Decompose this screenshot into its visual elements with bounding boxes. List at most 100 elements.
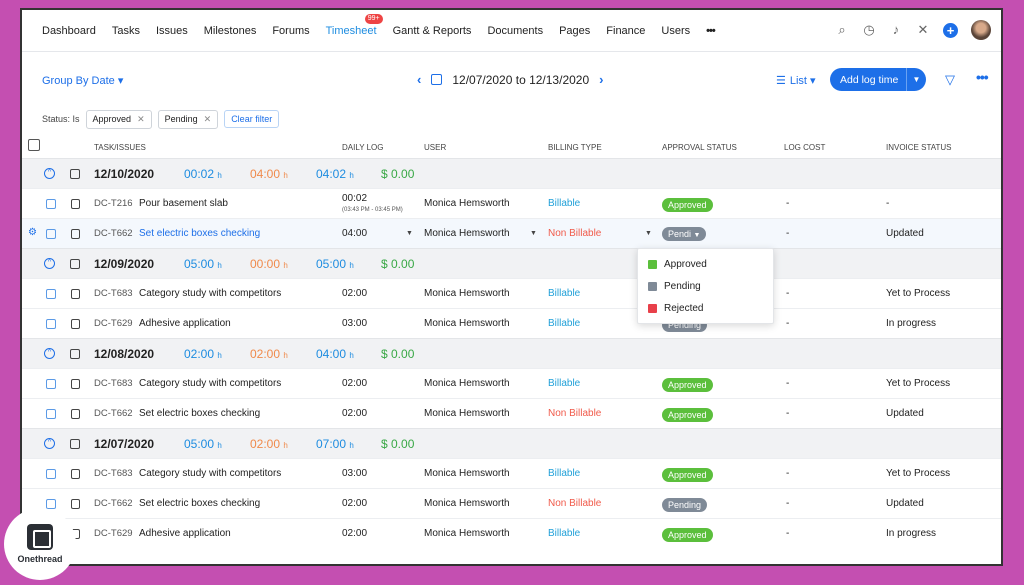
row-checkbox[interactable] bbox=[46, 289, 56, 299]
tools-icon[interactable]: ✕ bbox=[917, 22, 929, 37]
task-name-link[interactable]: Set electric boxes checking bbox=[139, 228, 261, 239]
table-row[interactable]: DC-T662 Set electric boxes checking 02:0… bbox=[22, 398, 1001, 428]
daily-log-value[interactable]: 04:00 bbox=[342, 228, 368, 239]
hour-unit: h bbox=[283, 261, 288, 270]
row-checkbox[interactable] bbox=[46, 199, 56, 209]
row-checkbox[interactable] bbox=[46, 499, 56, 509]
row-checkbox[interactable] bbox=[46, 229, 56, 239]
table-row[interactable]: DC-T683 Category study with competitors … bbox=[22, 278, 1001, 308]
daily-log-value[interactable]: 02:00 bbox=[342, 378, 368, 389]
collapse-icon[interactable]: ^ bbox=[44, 438, 55, 449]
daily-log-value[interactable]: 00:02 bbox=[342, 193, 368, 204]
status-badge[interactable]: Approved bbox=[662, 408, 713, 422]
task-name-link[interactable]: Set electric boxes checking bbox=[139, 498, 261, 509]
daily-log-value[interactable]: 02:00 bbox=[342, 288, 368, 299]
task-name-link[interactable]: Adhesive application bbox=[139, 318, 231, 329]
col-invoice-status[interactable]: INVOICE STATUS bbox=[886, 143, 952, 152]
dropdown-option-pending[interactable]: Pending bbox=[638, 275, 773, 297]
close-icon[interactable]: ✕ bbox=[137, 113, 145, 124]
billing-type[interactable]: Non Billable bbox=[548, 228, 602, 239]
dropdown-option-rejected[interactable]: Rejected bbox=[638, 297, 773, 319]
gear-icon[interactable]: ⚙ bbox=[28, 227, 37, 238]
table-row[interactable]: DC-T629 Adhesive application 02:00 Monic… bbox=[22, 518, 1001, 548]
status-badge[interactable]: Pendi ▼ bbox=[662, 227, 707, 241]
chevron-down-icon[interactable]: ▼ bbox=[906, 68, 926, 91]
nav-tasks[interactable]: Tasks bbox=[111, 24, 140, 37]
daily-log-value[interactable]: 02:00 bbox=[342, 528, 368, 539]
more-options-icon[interactable]: ••• bbox=[976, 69, 989, 85]
row-checkbox[interactable] bbox=[46, 409, 56, 419]
add-log-time-button[interactable]: Add log time ▼ bbox=[830, 68, 926, 91]
calendar-icon[interactable] bbox=[431, 74, 443, 85]
collapse-icon[interactable]: ^ bbox=[44, 258, 55, 269]
task-name-link[interactable]: Adhesive application bbox=[139, 528, 231, 539]
task-name-link[interactable]: Pour basement slab bbox=[139, 198, 228, 209]
avatar[interactable] bbox=[971, 20, 991, 40]
daily-log-value[interactable]: 02:00 bbox=[342, 498, 368, 509]
column-settings-icon[interactable] bbox=[28, 139, 40, 151]
group-by-dropdown[interactable]: Group By Date ▾ bbox=[42, 75, 124, 87]
view-switcher[interactable]: ☰ List ▾ bbox=[776, 74, 816, 87]
collapse-icon[interactable]: ^ bbox=[44, 168, 55, 179]
table-row[interactable]: DC-T683 Category study with competitors … bbox=[22, 458, 1001, 488]
collapse-icon[interactable]: ^ bbox=[44, 348, 55, 359]
status-badge[interactable]: Pending bbox=[662, 498, 708, 512]
table-row[interactable]: DC-T629 Adhesive application 03:00 Monic… bbox=[22, 308, 1001, 338]
nav-issues[interactable]: Issues bbox=[155, 24, 188, 37]
table-body: ^ 12/10/2020 00:02 h 04:00 h 04:02 h $ 0… bbox=[22, 158, 1001, 548]
filter-chip-approved[interactable]: Approved ✕ bbox=[85, 109, 152, 129]
daily-log-value[interactable]: 02:00 bbox=[342, 408, 368, 419]
nav-dashboard[interactable]: Dashboard bbox=[42, 24, 96, 37]
status-badge[interactable]: Approved bbox=[662, 378, 713, 392]
chevron-down-icon[interactable]: ▼ bbox=[530, 230, 537, 237]
nav-timesheet[interactable]: Timesheet 99+ bbox=[326, 13, 383, 37]
chevron-down-icon[interactable]: ▼ bbox=[406, 230, 413, 237]
status-badge[interactable]: Approved bbox=[662, 198, 713, 212]
next-week-icon[interactable]: › bbox=[599, 72, 604, 87]
col-billing-type[interactable]: BILLING TYPE bbox=[548, 143, 602, 152]
non-billable-hours: 02:00 h bbox=[250, 347, 288, 361]
nav-forums[interactable]: Forums bbox=[272, 24, 310, 37]
table-row[interactable]: DC-T216 Pour basement slab 00:02 (03:43 … bbox=[22, 188, 1001, 218]
table-row[interactable]: ⚙ DC-T662 Set electric boxes checking 04… bbox=[22, 218, 1001, 248]
dropdown-option-approved[interactable]: Approved bbox=[638, 253, 773, 275]
nav-gantt-reports[interactable]: Gantt & Reports bbox=[392, 24, 472, 37]
filter-chip-pending[interactable]: Pending ✕ bbox=[157, 109, 219, 129]
task-icon bbox=[71, 409, 80, 419]
col-log-cost[interactable]: LOG COST bbox=[784, 143, 826, 152]
log-time-range: (03:43 PM - 03:45 PM) bbox=[342, 207, 403, 213]
bell-icon[interactable]: ♪ bbox=[892, 22, 900, 37]
add-icon[interactable]: + bbox=[943, 22, 958, 38]
daily-log-value[interactable]: 03:00 bbox=[342, 318, 368, 329]
timer-icon[interactable]: ◷ bbox=[863, 22, 875, 37]
nav-users[interactable]: Users bbox=[661, 24, 691, 37]
chevron-down-icon[interactable]: ▼ bbox=[645, 230, 652, 237]
nav-milestones[interactable]: Milestones bbox=[203, 24, 257, 37]
search-icon[interactable]: ⌕ bbox=[838, 22, 846, 37]
nav-pages[interactable]: Pages bbox=[559, 24, 591, 37]
status-badge[interactable]: Approved bbox=[662, 528, 713, 542]
table-row[interactable]: DC-T683 Category study with competitors … bbox=[22, 368, 1001, 398]
col-user[interactable]: USER bbox=[424, 143, 447, 152]
daily-log-value[interactable]: 03:00 bbox=[342, 468, 368, 479]
task-name-link[interactable]: Category study with competitors bbox=[139, 288, 282, 299]
status-badge[interactable]: Approved bbox=[662, 468, 713, 482]
task-name-link[interactable]: Set electric boxes checking bbox=[139, 408, 261, 419]
table-row[interactable]: DC-T662 Set electric boxes checking 02:0… bbox=[22, 488, 1001, 518]
col-approval-status[interactable]: APPROVAL STATUS bbox=[662, 143, 737, 152]
col-task[interactable]: TASK/ISSUES bbox=[94, 143, 146, 152]
nav-documents[interactable]: Documents bbox=[487, 24, 544, 37]
close-icon[interactable]: ✕ bbox=[203, 113, 212, 124]
row-checkbox[interactable] bbox=[46, 469, 56, 479]
nav-more-icon[interactable]: ••• bbox=[706, 24, 716, 37]
clear-filter-button[interactable]: Clear filter bbox=[224, 110, 280, 128]
nav-finance[interactable]: Finance bbox=[606, 24, 646, 37]
row-checkbox[interactable] bbox=[46, 319, 56, 329]
calendar-icon bbox=[70, 169, 80, 179]
col-daily-log[interactable]: DAILY LOG bbox=[342, 143, 384, 152]
task-name-link[interactable]: Category study with competitors bbox=[139, 468, 282, 479]
task-name-link[interactable]: Category study with competitors bbox=[139, 378, 282, 389]
filter-icon[interactable]: ▽ bbox=[945, 72, 955, 87]
prev-week-icon[interactable]: ‹ bbox=[417, 72, 422, 87]
row-checkbox[interactable] bbox=[46, 379, 56, 389]
